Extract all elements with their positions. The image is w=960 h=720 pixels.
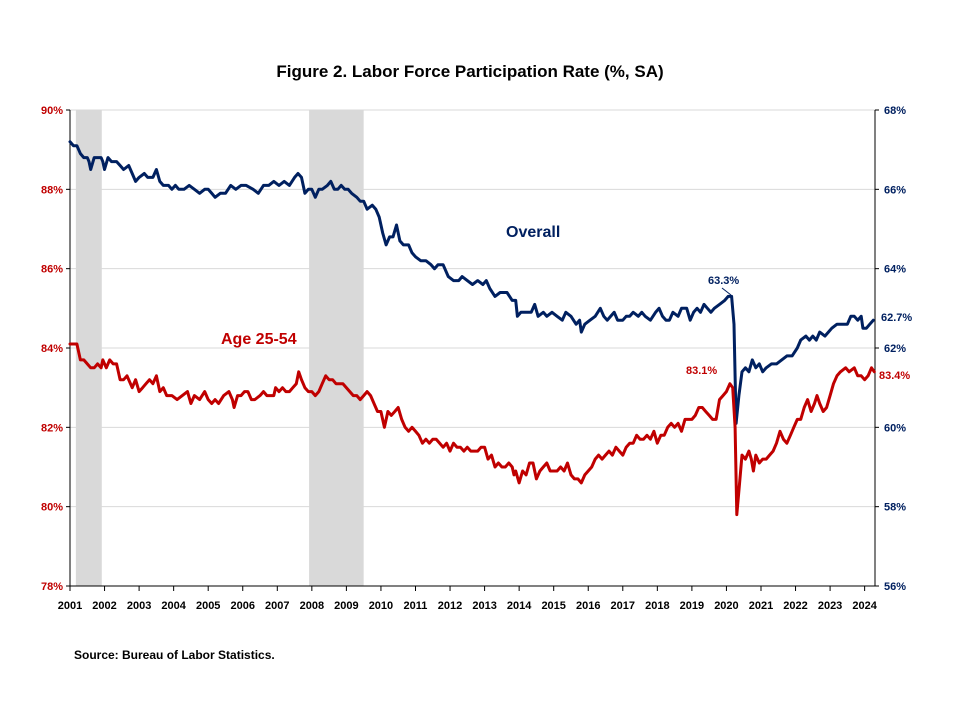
right-tick-label: 62% bbox=[884, 343, 906, 355]
right-tick-label: 66% bbox=[884, 184, 906, 196]
overall-last-label: 62.7% bbox=[881, 312, 912, 324]
x-tick-label: 2018 bbox=[645, 600, 669, 612]
series-lines bbox=[68, 140, 876, 517]
right-tick-label: 56% bbox=[884, 581, 906, 593]
source-note: Source: Bureau of Labor Statistics. bbox=[74, 648, 275, 662]
x-tick-label: 2013 bbox=[472, 600, 496, 612]
x-tick-label: 2014 bbox=[507, 600, 532, 612]
x-tick-label: 2002 bbox=[92, 600, 116, 612]
x-tick-label: 2024 bbox=[852, 600, 877, 612]
chart-title: Figure 2. Labor Force Participation Rate… bbox=[276, 62, 663, 81]
x-tick-label: 2005 bbox=[196, 600, 220, 612]
x-tick-label: 2010 bbox=[369, 600, 393, 612]
left-tick-label: 88% bbox=[41, 184, 63, 196]
left-tick-label: 84% bbox=[41, 343, 63, 355]
x-tick-label: 2008 bbox=[300, 600, 324, 612]
overall-series-label: Overall bbox=[506, 224, 560, 241]
overall-peak-leader bbox=[721, 287, 732, 296]
right-tick-label: 64% bbox=[884, 264, 906, 276]
x-axis-ticks: 2001 2002 2003 2004 2005 2006 2007 2008 2009 2010… bbox=[58, 586, 878, 612]
x-tick-label: 2020 bbox=[714, 600, 738, 612]
right-tick-label: 68% bbox=[884, 105, 906, 117]
x-tick-label: 2004 bbox=[161, 600, 186, 612]
left-tick-label: 82% bbox=[41, 422, 63, 434]
overall-series-line bbox=[68, 140, 875, 425]
x-tick-label: 2023 bbox=[818, 600, 842, 612]
x-tick-label: 2016 bbox=[576, 600, 600, 612]
left-tick-label: 90% bbox=[41, 105, 63, 117]
left-tick-label: 78% bbox=[41, 581, 63, 593]
right-tick-label: 60% bbox=[884, 422, 906, 434]
x-tick-label: 2007 bbox=[265, 600, 289, 612]
right-axis-ticks: 56% 58% 60% 62% 64% 66% 68% bbox=[875, 105, 906, 593]
x-tick-label: 2017 bbox=[611, 600, 635, 612]
age-series-label: Age 25-54 bbox=[221, 331, 297, 348]
right-tick-label: 58% bbox=[884, 502, 906, 514]
x-tick-label: 2006 bbox=[231, 600, 255, 612]
age-peak-label: 83.1% bbox=[686, 365, 717, 377]
left-tick-label: 86% bbox=[41, 264, 63, 276]
annotations: Overall Age 25-54 63.3% 83.1% 62.7% 83.4… bbox=[221, 224, 912, 382]
x-tick-label: 2021 bbox=[749, 600, 773, 612]
x-tick-label: 2011 bbox=[404, 600, 428, 612]
age-last-label: 83.4% bbox=[879, 370, 910, 382]
x-tick-label: 2001 bbox=[58, 600, 82, 612]
x-tick-label: 2009 bbox=[334, 600, 358, 612]
x-tick-label: 2003 bbox=[127, 600, 151, 612]
x-tick-label: 2012 bbox=[438, 600, 462, 612]
x-tick-label: 2015 bbox=[541, 600, 565, 612]
left-tick-label: 80% bbox=[41, 502, 63, 514]
x-tick-label: 2022 bbox=[783, 600, 807, 612]
overall-peak-label: 63.3% bbox=[708, 275, 739, 287]
age-25-54-series-line bbox=[68, 342, 876, 517]
x-tick-label: 2019 bbox=[680, 600, 704, 612]
left-axis-ticks: 78% 80% 82% 84% 86% 88% 90% bbox=[41, 105, 70, 593]
